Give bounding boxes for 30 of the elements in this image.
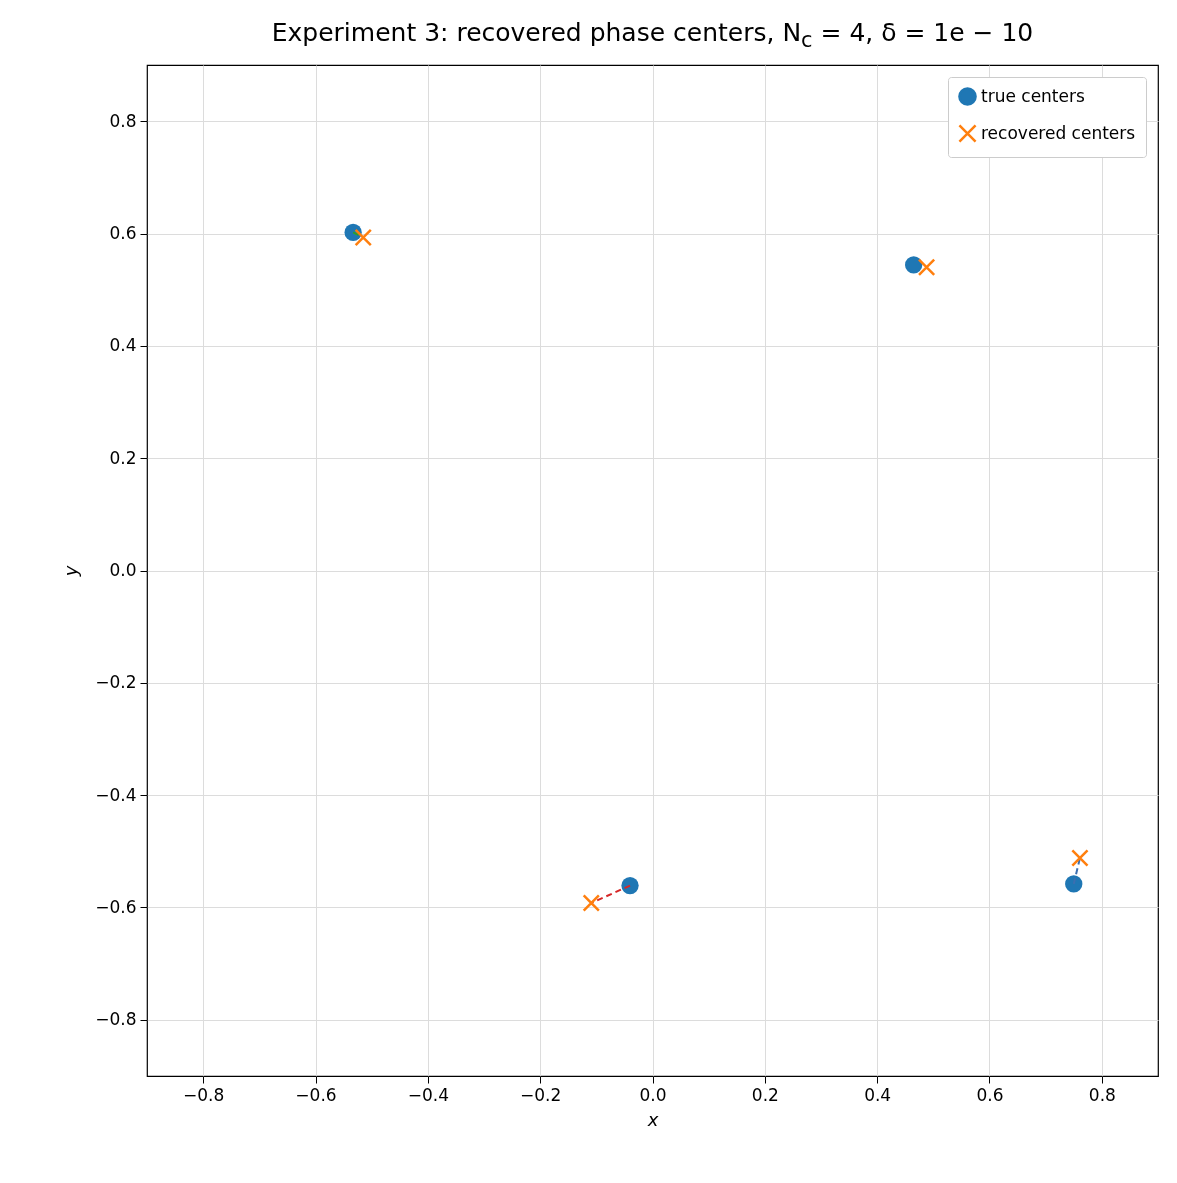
point	[917, 258, 936, 277]
y-tick-label: 0.0	[109, 560, 137, 580]
y-tick-label: −0.6	[95, 897, 137, 917]
x-tick-label: −0.8	[183, 1084, 225, 1105]
x-tick-label: 0.6	[976, 1084, 1004, 1105]
point	[621, 876, 639, 895]
y-tick-label: 0.6	[109, 223, 137, 243]
x-tick-label: −0.6	[295, 1084, 337, 1105]
x-tick-label: 0.2	[751, 1084, 779, 1105]
point	[905, 256, 923, 274]
y-tick-label: −0.2	[95, 672, 137, 693]
point	[582, 894, 601, 912]
x-axis-title: x	[646, 1108, 659, 1130]
x-tick-label: −0.4	[407, 1084, 449, 1105]
y-tick-label: 0.8	[109, 110, 137, 131]
x-tick-label: 0.8	[1088, 1084, 1116, 1105]
legend-label: recovered centers	[981, 122, 1136, 143]
y-tick-label: −0.4	[95, 784, 137, 805]
point	[1065, 875, 1083, 893]
legend-label: true centers	[981, 85, 1085, 106]
chart-title: Experiment 3: recovered phase centers, N$_{c}$ = 4, δ = 1e − 10	[270, 18, 1035, 52]
x-tick-label: 0.0	[639, 1084, 667, 1105]
y-axis-title: y	[60, 565, 82, 578]
y-tick-label: 0.4	[109, 335, 137, 356]
x-tick-label: −0.2	[520, 1084, 562, 1105]
point	[354, 228, 373, 247]
y-tick-label: 0.2	[109, 447, 137, 468]
point	[1071, 849, 1089, 867]
y-tick-label: −0.8	[95, 1009, 137, 1030]
x-tick-label: 0.4	[864, 1084, 892, 1105]
